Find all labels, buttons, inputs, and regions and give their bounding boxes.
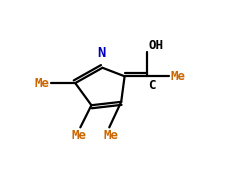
Text: C: C — [148, 79, 156, 92]
Text: Me: Me — [103, 129, 119, 142]
Text: Me: Me — [71, 129, 86, 142]
Text: N: N — [98, 46, 106, 60]
Text: Me: Me — [171, 70, 186, 83]
Text: OH: OH — [149, 39, 164, 52]
Text: Me: Me — [35, 77, 50, 90]
